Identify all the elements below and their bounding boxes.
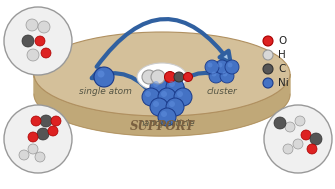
Circle shape	[174, 72, 184, 82]
Circle shape	[169, 101, 175, 107]
Circle shape	[310, 133, 322, 145]
Circle shape	[153, 101, 159, 107]
Circle shape	[40, 115, 52, 127]
Text: single atom: single atom	[79, 88, 131, 97]
Circle shape	[263, 64, 273, 74]
Circle shape	[97, 70, 105, 77]
Circle shape	[283, 144, 293, 154]
Circle shape	[150, 78, 168, 96]
Circle shape	[142, 70, 156, 84]
Ellipse shape	[34, 32, 290, 116]
Circle shape	[166, 78, 184, 96]
Circle shape	[38, 21, 50, 33]
Circle shape	[151, 70, 165, 84]
Circle shape	[31, 116, 41, 126]
Circle shape	[28, 132, 38, 142]
Circle shape	[264, 105, 332, 173]
Circle shape	[295, 116, 305, 126]
Circle shape	[174, 88, 192, 106]
Polygon shape	[34, 74, 290, 136]
Text: nanoparticle: nanoparticle	[139, 119, 195, 129]
Circle shape	[35, 152, 45, 162]
Circle shape	[166, 98, 184, 116]
Circle shape	[51, 116, 61, 126]
Circle shape	[158, 88, 176, 106]
Circle shape	[301, 130, 311, 140]
Circle shape	[26, 19, 38, 31]
Circle shape	[4, 105, 72, 173]
Circle shape	[37, 128, 49, 140]
Circle shape	[225, 60, 239, 74]
Circle shape	[48, 126, 58, 136]
Circle shape	[94, 67, 114, 87]
Circle shape	[207, 63, 212, 67]
Circle shape	[153, 81, 159, 87]
Text: C: C	[278, 64, 285, 74]
Circle shape	[285, 122, 295, 132]
Circle shape	[215, 60, 229, 74]
Ellipse shape	[137, 63, 187, 91]
Circle shape	[293, 139, 303, 149]
Circle shape	[161, 91, 167, 97]
Text: O: O	[278, 36, 286, 46]
Circle shape	[28, 144, 38, 154]
Text: cluster: cluster	[207, 88, 238, 97]
Circle shape	[145, 91, 151, 97]
Circle shape	[211, 71, 216, 77]
Circle shape	[222, 71, 227, 77]
Circle shape	[142, 88, 160, 106]
Circle shape	[263, 36, 273, 46]
Circle shape	[274, 117, 286, 129]
Circle shape	[217, 63, 222, 67]
Circle shape	[27, 49, 39, 61]
Circle shape	[22, 35, 34, 47]
Circle shape	[158, 108, 176, 126]
Circle shape	[35, 36, 45, 46]
Circle shape	[209, 69, 223, 83]
Circle shape	[164, 71, 176, 83]
Circle shape	[150, 98, 168, 116]
Text: SUPPORT: SUPPORT	[130, 119, 195, 132]
Circle shape	[205, 60, 219, 74]
Circle shape	[4, 7, 72, 75]
Circle shape	[161, 111, 167, 117]
Circle shape	[19, 150, 29, 160]
Circle shape	[263, 50, 273, 60]
Text: Ni: Ni	[278, 78, 289, 88]
Circle shape	[227, 63, 232, 67]
Circle shape	[220, 69, 234, 83]
Circle shape	[307, 144, 317, 154]
Circle shape	[41, 48, 51, 58]
Circle shape	[263, 78, 273, 88]
Circle shape	[184, 73, 193, 81]
Text: H: H	[278, 50, 286, 60]
Circle shape	[169, 81, 175, 87]
Circle shape	[177, 91, 183, 97]
